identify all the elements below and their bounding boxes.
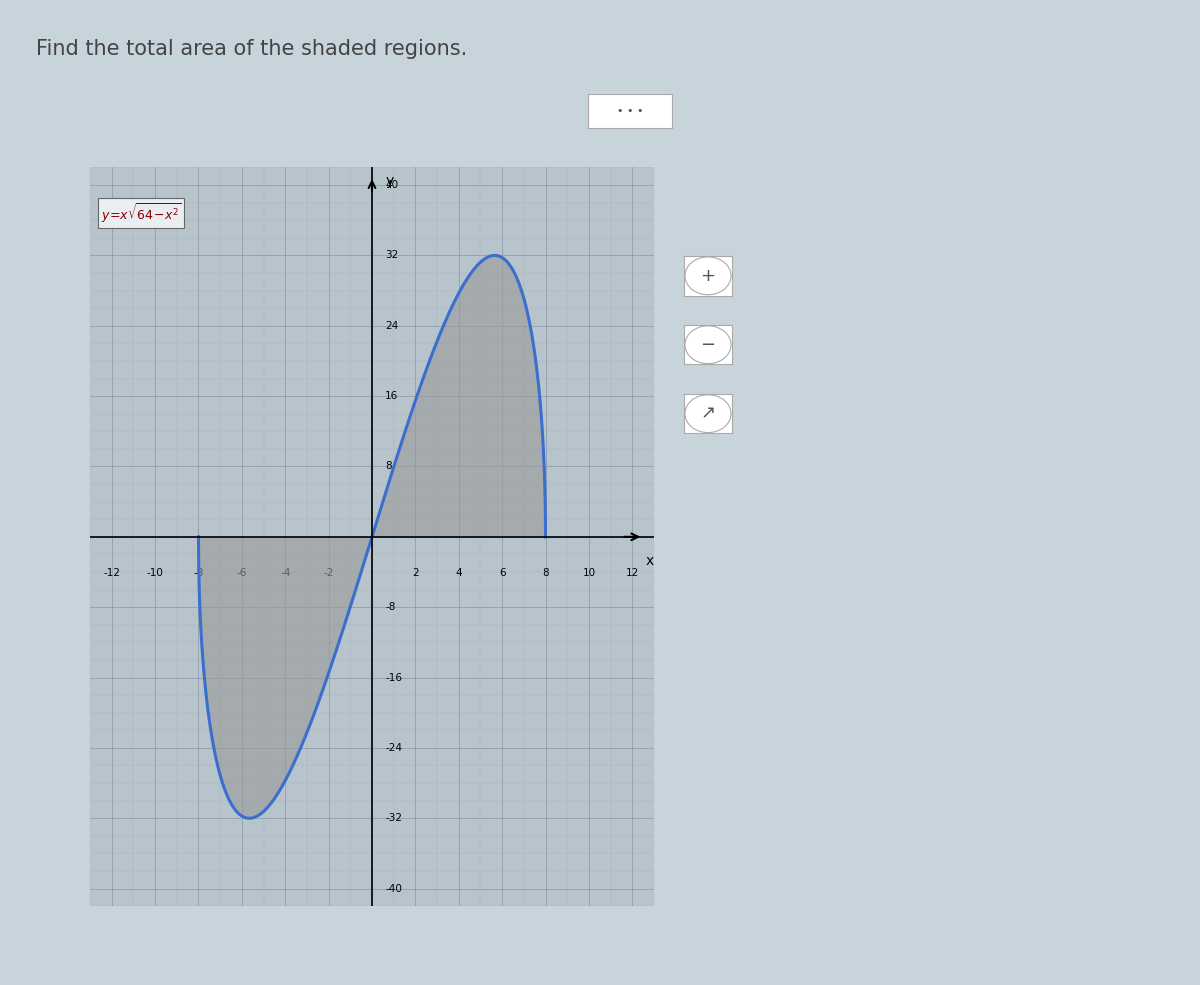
Text: −: − <box>701 336 715 354</box>
Text: ↗: ↗ <box>701 405 715 423</box>
Text: 8: 8 <box>385 461 391 472</box>
Text: -8: -8 <box>193 567 204 577</box>
Text: -6: -6 <box>236 567 247 577</box>
Text: 16: 16 <box>385 391 398 401</box>
Text: $y\!=\!x\sqrt{64\!-\!x^2}$: $y\!=\!x\sqrt{64\!-\!x^2}$ <box>101 202 181 226</box>
Text: -40: -40 <box>385 884 402 893</box>
Text: 24: 24 <box>385 321 398 331</box>
Text: -16: -16 <box>385 673 402 683</box>
Text: 8: 8 <box>542 567 548 577</box>
Text: • • •: • • • <box>617 105 643 116</box>
Text: 6: 6 <box>499 567 505 577</box>
Text: 2: 2 <box>412 567 419 577</box>
Text: 12: 12 <box>625 567 638 577</box>
Text: +: + <box>701 267 715 285</box>
Text: -12: -12 <box>103 567 120 577</box>
Text: -32: -32 <box>385 814 402 823</box>
Text: 32: 32 <box>385 250 398 260</box>
Text: 4: 4 <box>456 567 462 577</box>
Text: Find the total area of the shaded regions.: Find the total area of the shaded region… <box>36 38 467 59</box>
Text: -24: -24 <box>385 743 402 753</box>
Text: -10: -10 <box>146 567 163 577</box>
Text: x: x <box>646 555 654 568</box>
Text: 10: 10 <box>582 567 595 577</box>
Text: y: y <box>385 173 394 187</box>
Text: -4: -4 <box>280 567 290 577</box>
Text: 40: 40 <box>385 180 398 190</box>
Text: -2: -2 <box>324 567 334 577</box>
Text: -8: -8 <box>385 602 395 613</box>
